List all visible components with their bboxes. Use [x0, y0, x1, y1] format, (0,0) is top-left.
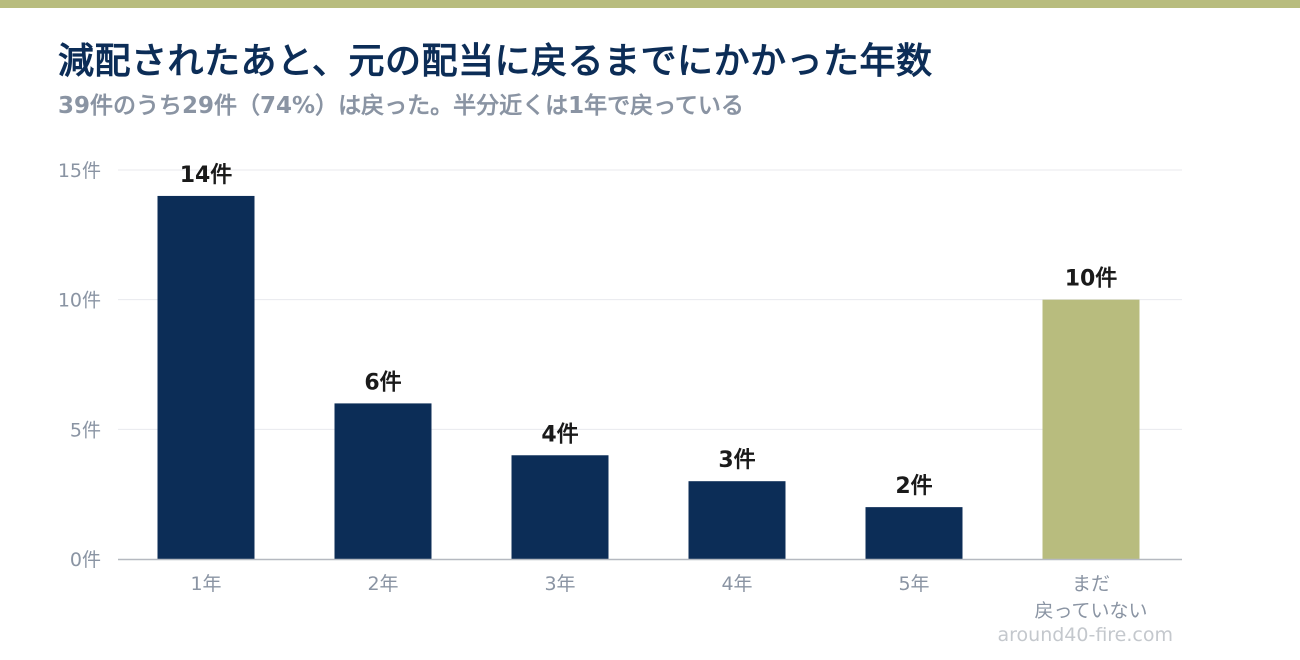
data-label: 6件	[364, 370, 401, 395]
chart-title: 減配されたあと、元の配当に戻るまでにかかった年数	[58, 41, 933, 82]
x-category-label: まだ戻っていない	[1034, 573, 1147, 622]
bar	[157, 195, 255, 559]
bar	[334, 403, 432, 559]
x-axis-categories: 1年 2年 3年 4年 5年 まだ戻っていない	[190, 573, 1147, 622]
data-label: 2件	[895, 474, 932, 499]
y-tick-label: 0件	[70, 549, 101, 571]
data-label: 10件	[1065, 267, 1118, 292]
top-accent-bar	[0, 0, 1300, 8]
y-axis-ticks: 0件 5件 10件 15件	[58, 160, 101, 571]
x-category-label: 1年	[190, 573, 221, 595]
x-category-label: 4年	[721, 573, 752, 595]
x-category-label: 5年	[898, 573, 929, 595]
site-watermark: around40-fire.com	[997, 624, 1173, 646]
y-tick-label: 5件	[70, 419, 101, 441]
bars	[157, 195, 1140, 559]
bar	[865, 507, 963, 559]
x-category-label: 2年	[367, 573, 398, 595]
y-tick-label: 15件	[58, 160, 101, 182]
y-tick-label: 10件	[58, 290, 101, 312]
data-labels: 14件 6件 4件 3件 2件 10件	[180, 163, 1118, 499]
bar	[511, 455, 609, 559]
data-label: 4件	[541, 422, 578, 447]
bar	[1042, 299, 1140, 559]
bar	[688, 481, 786, 559]
data-label: 3件	[718, 448, 755, 473]
x-category-label: 3年	[544, 573, 575, 595]
grid-lines	[118, 169, 1182, 430]
data-label: 14件	[180, 163, 233, 188]
chart-subtitle: 39件のうち29件（74%）は戻った。半分近くは1年で戻っている	[58, 93, 744, 119]
